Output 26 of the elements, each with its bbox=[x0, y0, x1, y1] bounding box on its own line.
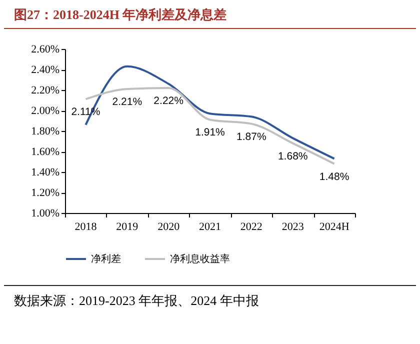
x-tick-label: 2021 bbox=[199, 221, 221, 233]
y-tick-label: 1.40% bbox=[31, 166, 60, 178]
y-tick-label: 2.20% bbox=[31, 84, 60, 96]
chart-title: 图27：2018-2024H 年净利差及净息差 bbox=[4, 0, 416, 29]
data-label: 1.91% bbox=[195, 126, 225, 139]
y-tick-label: 1.00% bbox=[31, 208, 60, 220]
y-tick-label: 1.20% bbox=[31, 187, 60, 199]
legend-label: 净利息收益率 bbox=[170, 253, 230, 265]
y-tick-label: 2.00% bbox=[31, 105, 60, 117]
x-tick-label: 2023 bbox=[282, 221, 304, 233]
data-label: 1.68% bbox=[278, 150, 308, 162]
x-tick-label: 2020 bbox=[158, 221, 180, 233]
source-note: 数据来源：2019-2023 年年报、2024 年中报 bbox=[4, 285, 416, 310]
data-label: 2.21% bbox=[112, 96, 142, 108]
y-tick-label: 1.60% bbox=[31, 146, 60, 158]
data-label: 1.87% bbox=[236, 130, 266, 143]
y-tick-label: 2.40% bbox=[31, 64, 60, 76]
x-tick-label: 2022 bbox=[240, 221, 262, 233]
data-label: 2.22% bbox=[154, 94, 184, 107]
legend-label: 净利差 bbox=[91, 253, 121, 265]
x-tick-label: 2018 bbox=[74, 221, 98, 233]
data-label: 1.48% bbox=[319, 170, 350, 183]
x-tick-label: 2019 bbox=[116, 221, 139, 233]
x-tick-label: 2024H bbox=[319, 221, 350, 233]
y-tick-label: 2.60% bbox=[31, 44, 60, 56]
y-tick-label: 1.80% bbox=[31, 126, 60, 138]
